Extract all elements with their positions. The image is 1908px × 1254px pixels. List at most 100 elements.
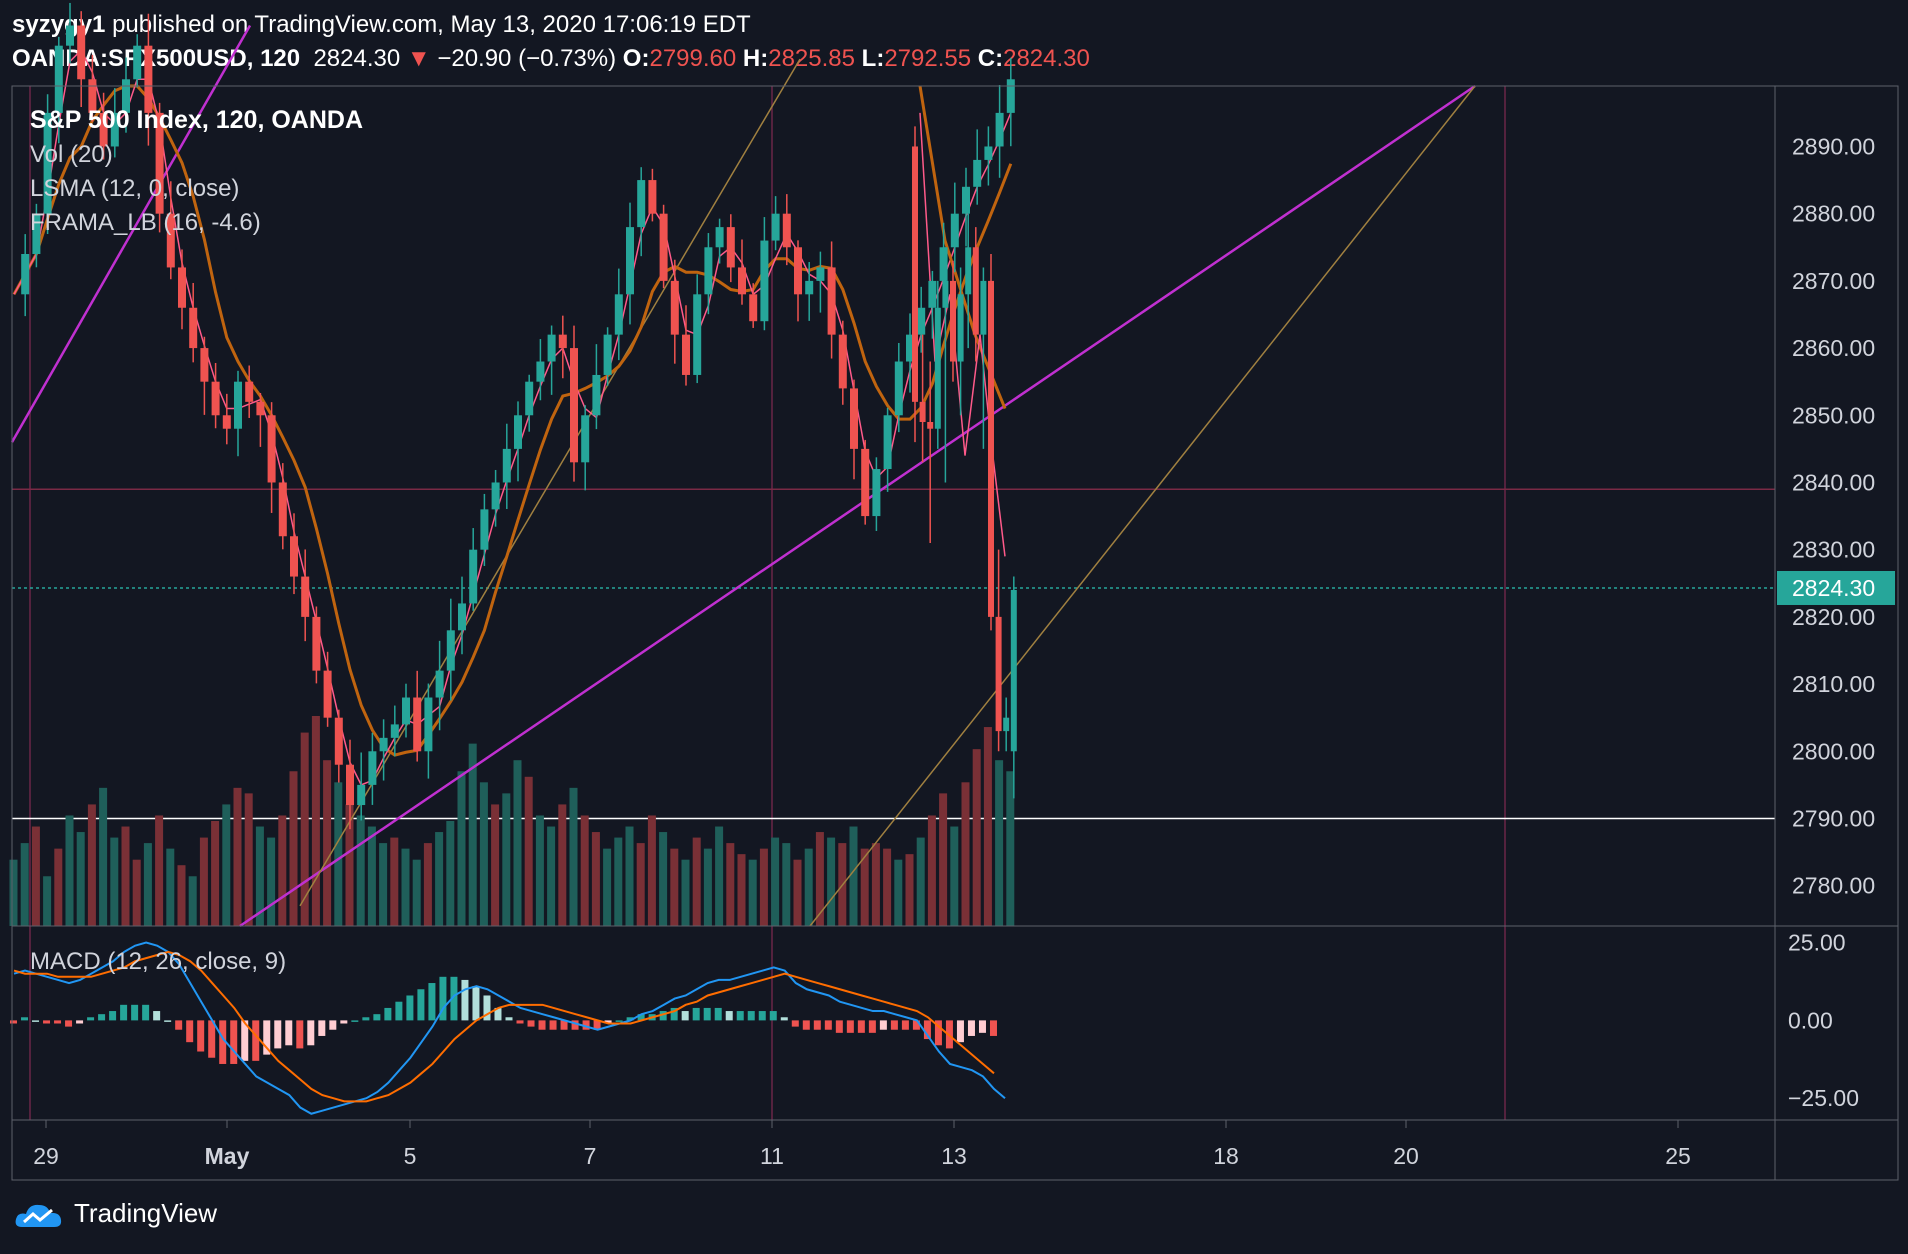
macd-histogram-bar xyxy=(582,1020,590,1030)
macd-histogram-bar xyxy=(186,1020,194,1043)
volume-bar xyxy=(278,815,287,926)
candle-body xyxy=(122,79,130,113)
price-tick-label: 2780.00 xyxy=(1792,873,1875,899)
volume-bar xyxy=(961,782,970,926)
last-price-tag xyxy=(1777,570,1895,605)
macd-histogram-bar xyxy=(692,1007,700,1021)
low-label: L: xyxy=(861,45,885,72)
legend-title[interactable]: S&P 500 Index, 120, OANDA xyxy=(30,106,363,134)
candle-body xyxy=(110,112,119,147)
macd-histogram-bar xyxy=(604,1020,612,1024)
candle-body xyxy=(794,247,802,295)
candle-body xyxy=(334,717,343,765)
volume-bar xyxy=(54,848,63,926)
macd-histogram-bar xyxy=(362,1017,370,1021)
macd-histogram-bar xyxy=(780,1017,788,1021)
candle-body xyxy=(973,159,982,187)
volume-bar xyxy=(972,749,981,926)
volume-bar xyxy=(468,743,477,926)
macd-histogram-bar xyxy=(98,1014,106,1021)
volume-bar xyxy=(569,787,578,926)
volume-bar xyxy=(603,848,612,926)
macd-histogram-bar xyxy=(813,1020,821,1030)
candle-body xyxy=(480,509,489,550)
macd-histogram-bar xyxy=(307,1020,315,1046)
volume-bar xyxy=(636,843,645,926)
candle-body xyxy=(614,294,623,335)
legend-vol[interactable]: Vol (20) xyxy=(30,141,113,168)
trend-line xyxy=(809,85,1476,927)
macd-histogram-bar xyxy=(417,989,425,1021)
price-tick-label: 2790.00 xyxy=(1792,805,1875,831)
candle-body xyxy=(234,381,242,429)
macd-histogram-bar xyxy=(439,976,447,1021)
candle-body xyxy=(32,213,41,254)
candle-body xyxy=(290,536,298,577)
price-tick-label: 2800.00 xyxy=(1792,738,1875,764)
candle-body xyxy=(670,280,679,335)
candle-body xyxy=(446,630,455,671)
volume-bar xyxy=(390,837,399,926)
macd-histogram-bar xyxy=(538,1020,546,1030)
price-change: −20.90 (−0.73%) xyxy=(437,45,617,72)
candle-body xyxy=(402,697,410,725)
volume-bar xyxy=(513,760,522,926)
candle-body xyxy=(312,616,321,671)
candle-body xyxy=(995,616,1002,732)
macd-histogram-bar xyxy=(76,1020,84,1024)
volume-bar xyxy=(827,837,836,926)
candle-body xyxy=(278,482,287,537)
macd-histogram-bar xyxy=(835,1020,843,1033)
candle-body xyxy=(928,280,937,308)
price-tick-label: 2870.00 xyxy=(1792,268,1875,294)
author-name[interactable]: syzygy1 xyxy=(12,11,106,38)
last-price: 2824.30 xyxy=(313,45,401,72)
time-tick-label: 13 xyxy=(941,1143,967,1169)
candle-body xyxy=(379,737,388,752)
macd-histogram-bar xyxy=(923,1020,931,1040)
volume-bar xyxy=(76,832,85,926)
volume-bar xyxy=(995,760,1004,926)
macd-histogram-bar xyxy=(109,1011,117,1021)
volume-bar xyxy=(87,804,96,926)
candle-body xyxy=(850,388,858,449)
macd-histogram-bar xyxy=(153,1011,161,1021)
legend-frama[interactable]: FRAMA_LB (16, -4.6) xyxy=(30,209,261,236)
candle-body xyxy=(458,603,466,631)
volume-bar xyxy=(9,859,18,926)
volume-bar xyxy=(479,782,488,926)
footer-brand[interactable]: TradingView xyxy=(74,1198,218,1228)
volume-bar xyxy=(860,848,869,926)
legend-lsma[interactable]: LSMA (12, 0, close) xyxy=(30,175,239,202)
volume-bar xyxy=(110,837,119,926)
candle-body xyxy=(592,374,601,416)
macd-histogram-bar xyxy=(725,1011,733,1021)
macd-histogram-bar xyxy=(714,1007,722,1021)
candle-body xyxy=(435,670,444,698)
volume-bar xyxy=(1006,771,1015,926)
volume-bar xyxy=(815,832,824,926)
volume-bar xyxy=(491,804,500,926)
volume-bar xyxy=(547,826,556,926)
volume-bar xyxy=(401,848,410,926)
footer: TradingView xyxy=(14,1198,217,1229)
macd-histogram-bar xyxy=(406,995,414,1021)
candle-body xyxy=(965,247,972,295)
candle-body xyxy=(54,45,63,113)
tradingview-cloud-logo-icon[interactable] xyxy=(14,1199,64,1229)
volume-bar xyxy=(894,859,903,926)
signal-line xyxy=(13,950,995,1103)
macd-tick-label: 0.00 xyxy=(1788,1007,1833,1033)
chart-frame xyxy=(11,85,1899,1181)
macd-histogram-bar xyxy=(560,1020,568,1030)
macd-histogram-bar xyxy=(461,979,469,1021)
macd-histogram-bar xyxy=(340,1020,348,1024)
macd-histogram-bar xyxy=(263,1020,271,1055)
macd-histogram-bar xyxy=(197,1020,205,1052)
ohlc-line: OANDA:SPX500USD, 120 2824.30 ▼ −20.90 (−… xyxy=(12,42,1090,76)
volume-bar xyxy=(446,821,455,926)
candle-body xyxy=(984,146,993,160)
trend-lines[interactable] xyxy=(10,24,1476,928)
legend-macd[interactable]: MACD (12, 26, close, 9) xyxy=(30,948,286,975)
